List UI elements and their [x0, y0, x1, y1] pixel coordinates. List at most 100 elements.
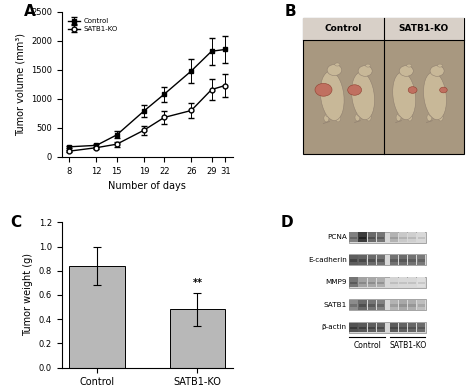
Text: β-actin: β-actin	[322, 325, 347, 330]
FancyBboxPatch shape	[349, 255, 357, 265]
FancyBboxPatch shape	[400, 237, 407, 239]
FancyBboxPatch shape	[368, 282, 375, 284]
FancyBboxPatch shape	[359, 282, 366, 284]
FancyBboxPatch shape	[348, 300, 426, 310]
FancyBboxPatch shape	[390, 278, 398, 287]
Ellipse shape	[440, 87, 447, 93]
FancyBboxPatch shape	[368, 304, 375, 307]
Ellipse shape	[355, 114, 360, 121]
FancyBboxPatch shape	[390, 323, 398, 332]
FancyBboxPatch shape	[377, 233, 385, 242]
FancyBboxPatch shape	[303, 18, 464, 154]
Ellipse shape	[315, 83, 332, 96]
FancyBboxPatch shape	[400, 282, 407, 284]
X-axis label: Number of days: Number of days	[109, 181, 186, 191]
Bar	[170, 309, 225, 368]
FancyBboxPatch shape	[348, 232, 426, 243]
FancyBboxPatch shape	[399, 323, 407, 332]
FancyBboxPatch shape	[417, 278, 425, 287]
FancyBboxPatch shape	[377, 255, 385, 265]
Ellipse shape	[365, 64, 371, 67]
FancyBboxPatch shape	[408, 323, 416, 332]
FancyBboxPatch shape	[348, 255, 426, 265]
Ellipse shape	[396, 114, 401, 121]
Ellipse shape	[438, 64, 442, 67]
Ellipse shape	[438, 114, 443, 121]
FancyBboxPatch shape	[368, 326, 375, 329]
FancyBboxPatch shape	[418, 304, 425, 307]
Ellipse shape	[428, 109, 433, 116]
FancyBboxPatch shape	[349, 233, 357, 242]
Ellipse shape	[336, 115, 341, 122]
FancyBboxPatch shape	[399, 278, 407, 287]
FancyBboxPatch shape	[377, 278, 385, 287]
Ellipse shape	[334, 109, 339, 117]
FancyBboxPatch shape	[377, 326, 384, 329]
Text: SATB1: SATB1	[324, 302, 347, 308]
Ellipse shape	[320, 71, 344, 120]
Ellipse shape	[327, 65, 342, 75]
FancyBboxPatch shape	[399, 300, 407, 310]
FancyBboxPatch shape	[418, 259, 425, 262]
FancyBboxPatch shape	[408, 233, 416, 242]
FancyBboxPatch shape	[377, 237, 384, 239]
FancyBboxPatch shape	[358, 255, 367, 265]
FancyBboxPatch shape	[348, 277, 426, 288]
Ellipse shape	[430, 66, 444, 76]
Text: D: D	[281, 215, 293, 230]
Text: **: **	[192, 278, 202, 289]
FancyBboxPatch shape	[350, 259, 357, 262]
Text: SATB1-KO: SATB1-KO	[389, 341, 426, 350]
FancyBboxPatch shape	[359, 304, 366, 307]
Legend: Control, SATB1-KO: Control, SATB1-KO	[65, 15, 120, 35]
Text: PCNA: PCNA	[327, 235, 347, 240]
FancyBboxPatch shape	[349, 278, 357, 287]
Text: A: A	[24, 4, 36, 20]
Ellipse shape	[399, 66, 413, 76]
Ellipse shape	[398, 109, 402, 116]
FancyBboxPatch shape	[390, 282, 398, 284]
FancyBboxPatch shape	[399, 255, 407, 265]
FancyBboxPatch shape	[418, 282, 425, 284]
FancyBboxPatch shape	[409, 304, 416, 307]
Ellipse shape	[406, 109, 411, 116]
FancyBboxPatch shape	[400, 259, 407, 262]
Ellipse shape	[424, 72, 447, 120]
FancyBboxPatch shape	[390, 255, 398, 265]
FancyBboxPatch shape	[367, 323, 376, 332]
Text: E-cadherin: E-cadherin	[308, 257, 347, 263]
FancyBboxPatch shape	[409, 237, 416, 239]
FancyBboxPatch shape	[400, 326, 407, 329]
FancyBboxPatch shape	[409, 326, 416, 329]
FancyBboxPatch shape	[367, 300, 376, 310]
Text: MMP9: MMP9	[325, 280, 347, 285]
Y-axis label: Tumor volume (mm³): Tumor volume (mm³)	[15, 33, 25, 136]
Ellipse shape	[324, 115, 329, 122]
Ellipse shape	[427, 114, 432, 121]
Text: Control: Control	[353, 341, 381, 350]
FancyBboxPatch shape	[350, 304, 357, 307]
Ellipse shape	[407, 114, 412, 121]
FancyBboxPatch shape	[400, 304, 407, 307]
FancyBboxPatch shape	[358, 278, 367, 287]
FancyBboxPatch shape	[350, 282, 357, 284]
FancyBboxPatch shape	[377, 304, 384, 307]
Text: B: B	[284, 4, 296, 20]
FancyBboxPatch shape	[358, 233, 367, 242]
FancyBboxPatch shape	[367, 278, 376, 287]
FancyBboxPatch shape	[367, 233, 376, 242]
Ellipse shape	[365, 109, 370, 116]
Ellipse shape	[348, 85, 362, 95]
FancyBboxPatch shape	[417, 233, 425, 242]
FancyBboxPatch shape	[350, 326, 357, 329]
Ellipse shape	[408, 87, 417, 93]
FancyBboxPatch shape	[417, 323, 425, 332]
FancyBboxPatch shape	[418, 237, 425, 239]
FancyBboxPatch shape	[408, 255, 416, 265]
FancyBboxPatch shape	[349, 300, 357, 310]
FancyBboxPatch shape	[390, 300, 398, 310]
Ellipse shape	[437, 109, 442, 116]
FancyBboxPatch shape	[303, 18, 464, 40]
Ellipse shape	[356, 109, 361, 116]
FancyBboxPatch shape	[358, 323, 367, 332]
